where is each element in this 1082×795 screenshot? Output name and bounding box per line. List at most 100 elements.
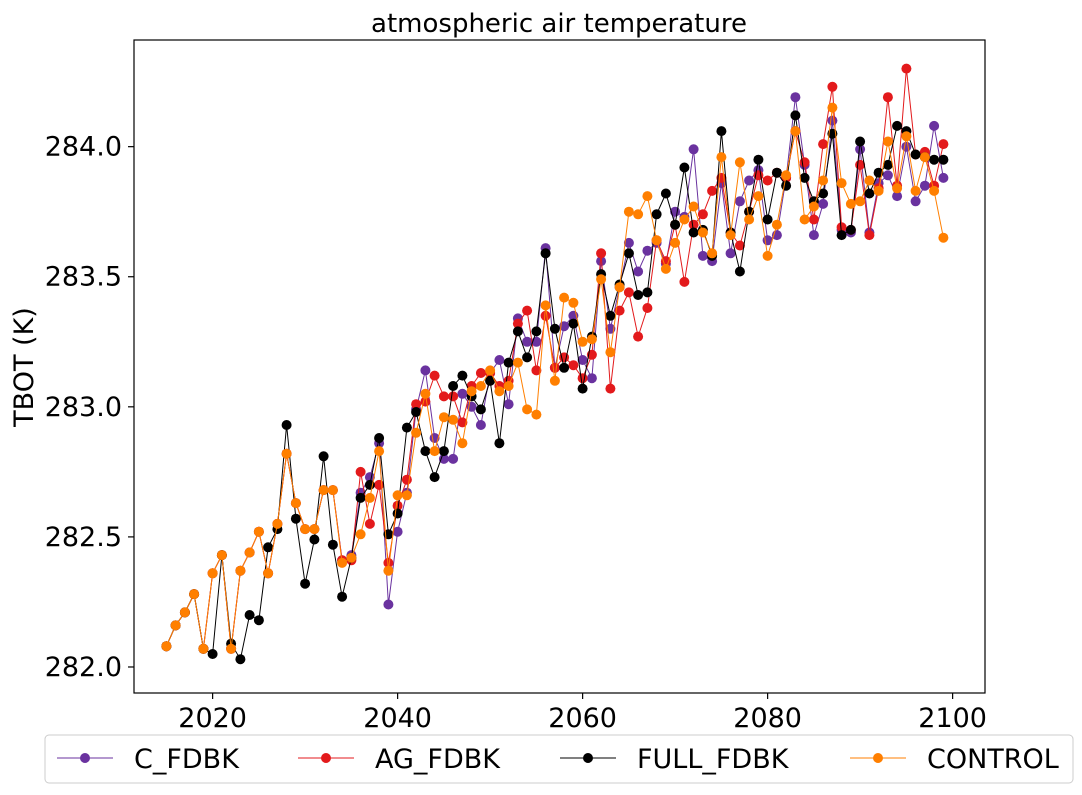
data-point xyxy=(235,654,246,665)
data-point xyxy=(290,513,301,524)
data-point xyxy=(929,154,940,165)
data-point xyxy=(485,365,496,376)
data-point xyxy=(855,136,866,147)
data-point xyxy=(623,248,634,259)
data-point xyxy=(808,230,819,241)
legend-box xyxy=(44,734,1074,784)
data-point xyxy=(355,466,366,477)
data-point xyxy=(198,643,209,654)
data-point xyxy=(651,209,662,220)
legend-marker xyxy=(321,753,331,763)
data-point xyxy=(623,287,634,298)
data-point xyxy=(725,230,736,241)
data-point xyxy=(457,438,468,449)
y-tick-label: 283.0 xyxy=(45,392,122,423)
data-point xyxy=(744,175,755,186)
legend-marker xyxy=(80,753,90,763)
data-point xyxy=(910,196,921,207)
data-point xyxy=(753,154,764,165)
data-point xyxy=(429,370,440,381)
data-point xyxy=(216,550,227,561)
data-point xyxy=(882,92,893,103)
data-point xyxy=(660,188,671,199)
data-point xyxy=(300,524,311,535)
data-point xyxy=(374,446,385,457)
series-line xyxy=(165,68,944,649)
data-point xyxy=(901,141,912,152)
data-point xyxy=(734,240,745,251)
data-point xyxy=(420,365,431,376)
data-point xyxy=(873,185,884,196)
data-point xyxy=(457,370,468,381)
data-point xyxy=(716,152,727,163)
data-point xyxy=(697,227,708,238)
data-point xyxy=(864,175,875,186)
data-point xyxy=(901,63,912,74)
data-point xyxy=(753,191,764,202)
data-point xyxy=(401,474,412,485)
data-point xyxy=(688,219,699,230)
legend-entry: AG_FDBK xyxy=(298,744,501,775)
data-point xyxy=(327,485,338,496)
series-control xyxy=(161,102,949,654)
data-point xyxy=(383,565,394,576)
data-point xyxy=(697,209,708,220)
data-point xyxy=(346,552,357,563)
data-point xyxy=(919,152,930,163)
data-point xyxy=(374,433,385,443)
data-point xyxy=(771,167,782,178)
data-point xyxy=(420,388,431,399)
data-point xyxy=(734,196,745,207)
data-point xyxy=(549,323,560,334)
legend-marker xyxy=(873,753,883,763)
data-point xyxy=(392,508,403,519)
data-point xyxy=(503,399,514,410)
data-point xyxy=(531,409,542,420)
data-point xyxy=(318,451,329,462)
data-point xyxy=(633,290,644,300)
data-point xyxy=(623,206,634,217)
data-point xyxy=(892,120,903,131)
data-point xyxy=(457,417,468,428)
data-point xyxy=(522,305,533,316)
data-point xyxy=(938,232,949,243)
data-point xyxy=(855,196,866,207)
data-point xyxy=(494,438,505,449)
data-point xyxy=(882,170,893,181)
legend-entry: CONTROL xyxy=(850,744,1059,775)
data-point xyxy=(411,399,422,410)
data-point xyxy=(781,170,792,181)
legend-label: AG_FDBK xyxy=(375,744,501,775)
data-point xyxy=(540,248,551,259)
data-point xyxy=(734,266,745,277)
data-point xyxy=(799,157,810,168)
data-point xyxy=(882,136,893,147)
data-point xyxy=(882,159,893,170)
data-point xyxy=(605,310,616,321)
data-point xyxy=(568,318,579,329)
legend-label: C_FDBK xyxy=(134,744,240,775)
legend: C_FDBK AG_FDBK FULL_FDBK CONTROL xyxy=(44,734,1074,784)
data-point xyxy=(633,266,644,277)
data-point xyxy=(808,214,819,225)
data-point xyxy=(577,373,588,384)
data-point xyxy=(281,420,292,430)
data-point xyxy=(235,565,246,576)
data-point xyxy=(596,248,607,259)
data-point xyxy=(818,175,829,186)
series-c-fdbk xyxy=(161,92,949,654)
data-point xyxy=(189,589,200,600)
data-point xyxy=(290,498,301,509)
data-point xyxy=(411,407,422,417)
data-point xyxy=(253,526,264,537)
data-point xyxy=(855,144,866,155)
data-point xyxy=(401,490,412,501)
data-point xyxy=(660,263,671,274)
data-point xyxy=(864,188,875,199)
data-point xyxy=(337,591,348,602)
chart-title: atmospheric air temperature xyxy=(371,9,747,39)
data-point xyxy=(633,209,644,220)
data-point xyxy=(910,185,921,196)
data-point xyxy=(790,110,801,121)
data-point xyxy=(494,355,505,365)
